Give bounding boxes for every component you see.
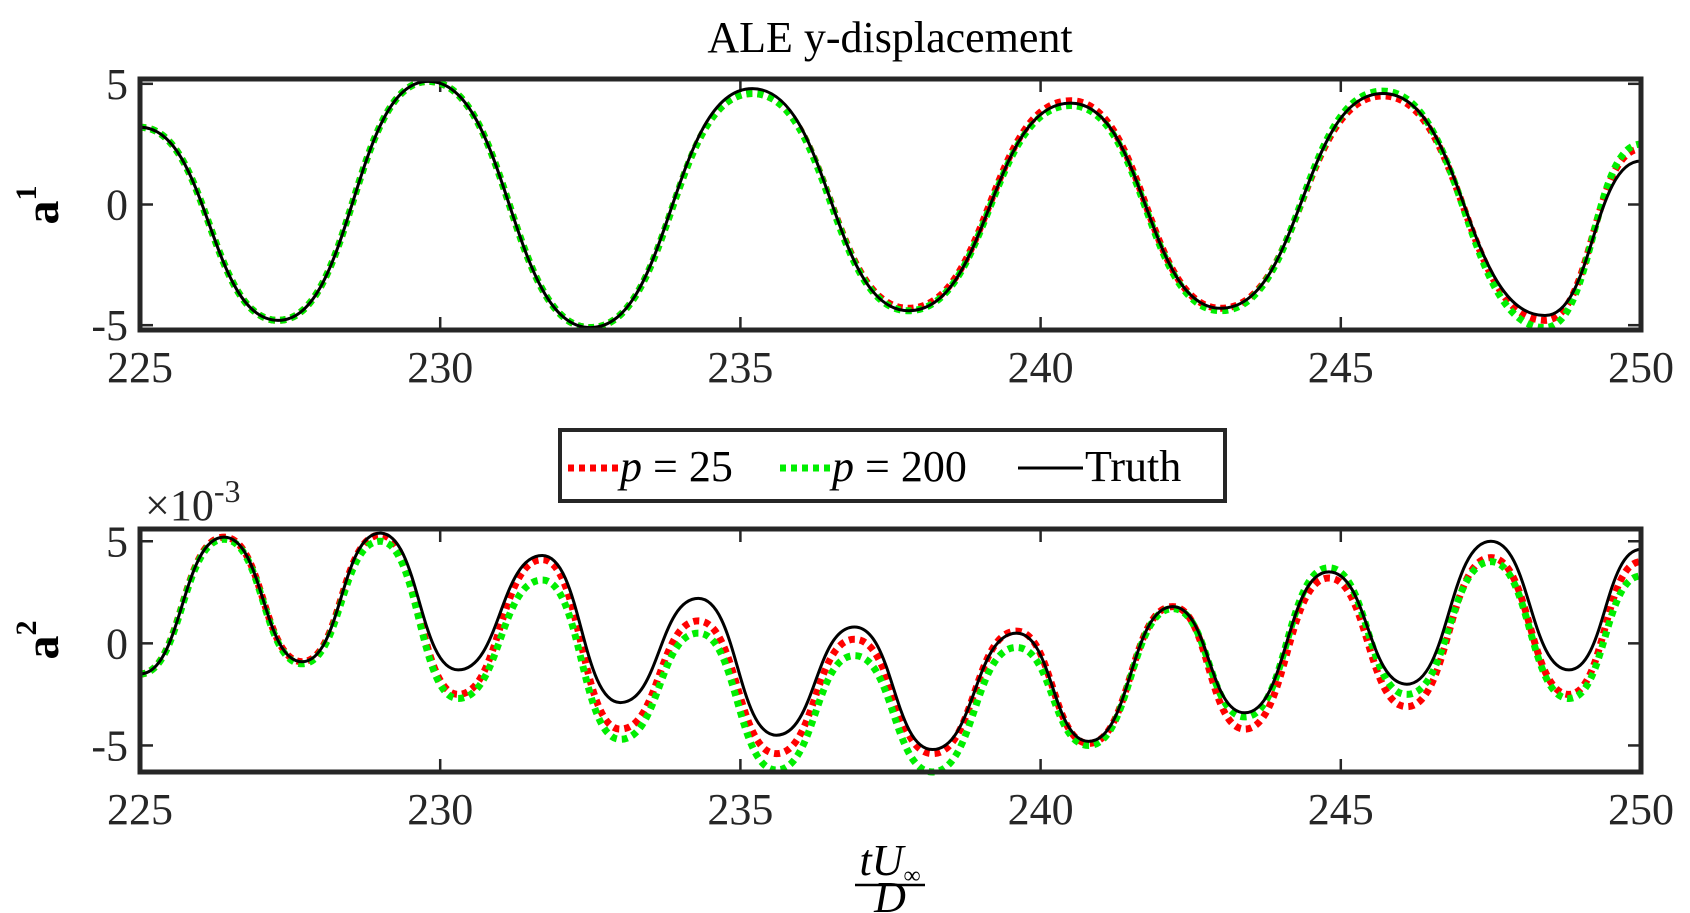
bottom-y-label-base: a (16, 636, 69, 660)
top-series-p25-line (139, 77, 1642, 332)
bottom-series-p200-line (139, 535, 1642, 776)
x-axis-label: tU∞ D (855, 836, 925, 913)
top-plot-frame (137, 76, 1644, 333)
bottom-x-tick-label: 240 (1008, 785, 1074, 834)
bottom-x-tick-label: 230 (407, 785, 473, 834)
top-x-tick-label: 235 (707, 343, 773, 392)
legend-label-p25: p = 25 (617, 442, 733, 491)
legend-label-p200: p = 200 (829, 442, 967, 491)
top-y-tick-label: 0 (106, 181, 128, 230)
svg-text:a1: a1 (10, 186, 69, 225)
top-x-tick-label: 250 (1608, 343, 1674, 392)
top-x-tick-label: 245 (1308, 343, 1374, 392)
top-y-tick-label: 5 (106, 60, 128, 109)
bottom-y-label-sup: 2 (10, 621, 43, 636)
bottom-y-exponent: ×10-3 (145, 473, 240, 530)
bottom-y-tick-label: 5 (106, 517, 128, 566)
bottom-series-truth-line (139, 531, 1642, 752)
top-series-truth-line (139, 79, 1642, 330)
top-x-tick-label: 225 (107, 343, 173, 392)
legend-label-truth: Truth (1085, 442, 1181, 491)
svg-text:a2: a2 (10, 621, 69, 660)
bottom-y-axis-label: a2 (10, 621, 69, 660)
bottom-x-tick-label: 245 (1308, 785, 1374, 834)
bottom-series-p25-line (139, 531, 1642, 758)
x-label-denominator: D (873, 873, 906, 913)
bottom-y-tick-label: -5 (91, 721, 128, 770)
bottom-x-tick-label: 235 (707, 785, 773, 834)
top-y-tick-label: -5 (91, 301, 128, 350)
bottom-plot-frame (137, 526, 1644, 775)
legend: p = 25 p = 200 Truth (558, 428, 1227, 503)
top-x-tick-label: 230 (407, 343, 473, 392)
top-chart-title: ALE y-displacement (707, 13, 1072, 62)
bottom-panel: ×10-3 a2 225 230 235 240 245 250 5 0 -5 tU∞ D (10, 473, 1674, 913)
bottom-x-tick-label: 225 (107, 785, 173, 834)
top-series-p200-line (139, 77, 1642, 332)
top-x-tick-label: 240 (1008, 343, 1074, 392)
top-y-label-base: a (16, 201, 69, 225)
top-y-axis-label: a1 (10, 186, 69, 225)
x-label-numerator: tU∞ (859, 836, 920, 889)
bottom-x-tick-label: 250 (1608, 785, 1674, 834)
top-panel: ALE y-displacement a1 225 230 235 240 245 250… (10, 13, 1674, 392)
top-y-label-sup: 1 (10, 186, 43, 201)
legend-box (558, 428, 1227, 503)
bottom-y-tick-label: 0 (106, 619, 128, 668)
